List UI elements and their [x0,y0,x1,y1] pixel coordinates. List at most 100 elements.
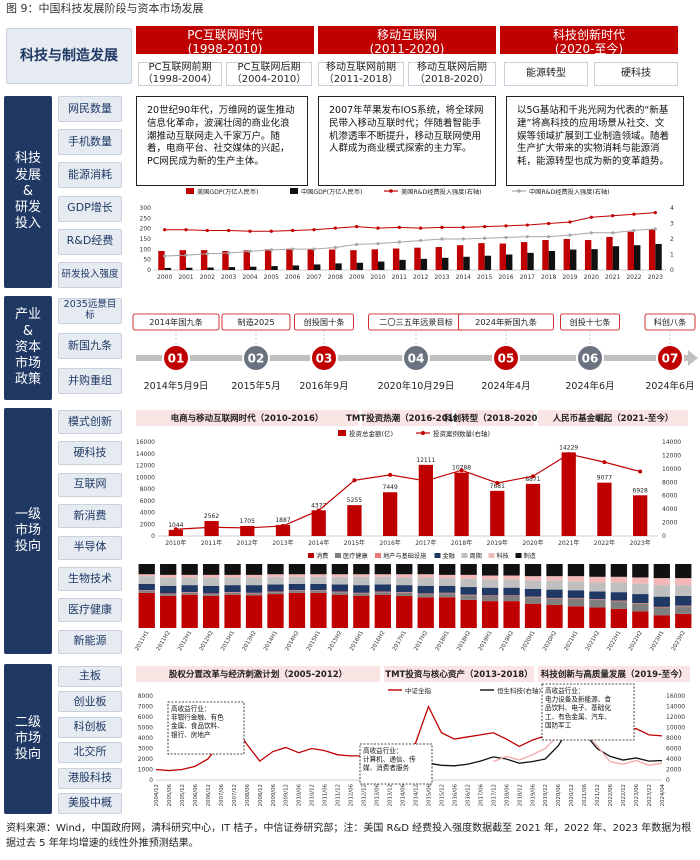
stacked-segment [224,577,241,586]
series-point [611,231,615,235]
x-tick-label: 2014年 [308,539,329,547]
section-label-line: 二级 [14,714,41,730]
data-label: 10788 [452,465,471,472]
stacked-segment [160,564,177,575]
stacked-segment [202,585,220,594]
main-label: 科技与制造发展 [6,28,132,84]
sub-era-name: PC互联网后期 [237,62,301,73]
stacked-segment [138,592,155,628]
x-tick-label: 2019H1 [478,630,494,652]
x-tick-label: 2017年 [415,539,436,547]
stacked-segment [310,576,327,584]
x-tick-label: 2018H1 [435,630,451,652]
policy-number: 01 [168,352,185,366]
policy-date: 2024年6月 [645,380,694,392]
data-label: 2562 [204,513,219,520]
x-tick-label: 2011/06 [323,783,329,806]
stacked-segment [267,584,284,592]
y-tick-label: 50 [143,257,151,264]
series-point [291,247,295,251]
legend-label: 周期 [470,552,482,560]
sub-era: 移动互联网后期 （2018-2020） [408,62,496,86]
x-tick-label: 2011H2 [156,630,172,652]
series-point [566,452,571,457]
stacked-segment [267,592,284,595]
series-point [504,224,508,228]
y2-tick-label: 4000 [666,756,681,763]
tech-description-1: 20世纪90年代，万维网的诞生推动信息化革命，波澜壮阔的商业化浪潮推动互联网走入… [136,96,308,186]
y-tick-label: 6000 [140,498,155,505]
policy-number: 05 [498,352,515,366]
annotation-text: 非银行金融、有色 [171,713,224,722]
stacked-segment [245,577,263,586]
series-point [483,236,487,240]
era-banner: TMT投资热潮（2016-2018） [346,410,468,426]
section-label-primary: 一级 市场 投向 [4,408,52,654]
category-pill: 科创板 [58,716,122,738]
data-label: 6928 [633,487,648,494]
series-point [352,478,357,483]
x-tick-label: 2015年 [344,539,365,547]
legend-label: 恒生科技(右轴) [497,686,541,695]
policy-node [402,344,430,372]
policy-date: 2015年5月 [231,380,280,392]
x-tick-label: 2004 [242,274,257,281]
series-point [440,237,444,241]
x-tick-label: 2024/04 [660,783,666,806]
stacked-segment [524,597,542,604]
x-tick-label: 2021年 [558,539,579,547]
stacked-segment [567,598,585,607]
stacked-segment [245,592,263,594]
source-note: 资料来源：Wind，中国政府网，清科研究中心，IT 桔子，中信证券研究部；注：美… [6,823,692,849]
series-point [269,248,273,252]
x-tick-label: 2012/12 [362,784,368,806]
y-tick-label: 150 [140,236,152,243]
stacked-segment [524,588,542,597]
bar-us-gdp [499,243,506,270]
stacked-segment [181,574,198,578]
x-tick-label: 2017H1 [392,630,408,652]
tech-description-2: 2007年苹果发布IOS系统，将全球网民带入移动互联时代；伴随着智能手机渗透率不… [318,96,496,186]
section-label-line: 市场 [14,730,41,746]
x-tick-label: 2020H1 [521,630,537,652]
y-tick-label: 0 [147,267,151,274]
sub-era-period: （1998-2004） [142,74,218,85]
x-tick-label: 2017H2 [413,630,429,652]
stacked-segment [675,585,692,596]
legend-label: 投资案例数量(右轴) [433,430,490,438]
series-point [568,220,572,224]
y-tick-label: 300 [140,205,152,212]
x-tick-label: 2010年 [165,539,186,547]
series-point [531,474,535,479]
series-point [419,238,423,243]
series-point [184,228,188,232]
category-pill: 医疗健康 [58,598,122,623]
stacked-segment [567,597,585,599]
policy-event: 二〇三五年远景目标 04 2020年10月29日 [368,313,464,392]
y2-tick-label: 14000 [662,439,681,446]
policy-name: 2024年新国九条 [475,317,537,327]
stacked-segment [439,597,456,628]
bar-cn-gdp [250,266,257,270]
x-tick-label: 2020/12 [569,784,575,806]
x-tick-label: 2014H2 [284,630,300,652]
series-line [175,453,641,530]
stacked-segment [374,564,391,575]
x-tick-label: 2000 [157,274,172,281]
policy-event: 创投国十条 03 2016年9月 [294,313,354,392]
x-tick-label: 2019/12 [543,784,549,806]
stacked-segment [439,592,456,594]
y-tick-label: 5000 [138,725,153,732]
era-period: (2011-2020) [369,42,445,57]
stacked-segment [245,564,263,575]
figure-title: 图 9：中国科技发展阶段与资本市场发展 [6,2,204,15]
stacked-segment [374,591,391,593]
stacked-segment [632,603,649,612]
stacked-segment [632,611,649,628]
stacked-segment [245,585,263,593]
legend-swatch [517,189,521,193]
y2-tick-label: 0 [666,777,670,784]
sub-era-name: 能源转型 [526,68,566,79]
x-tick-label: 2014/12 [413,784,419,806]
series-point [163,254,167,258]
